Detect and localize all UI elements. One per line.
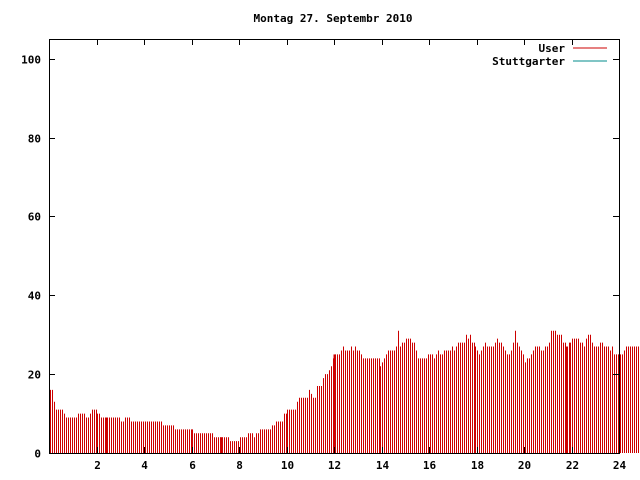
x-tick-label-6: 14: [376, 459, 390, 472]
x-tick-label-9: 20: [518, 459, 531, 472]
legend: User Stuttgarter: [492, 42, 607, 68]
x-tick-label-7: 16: [423, 459, 437, 472]
legend-label-user: User: [539, 42, 566, 55]
x-tick-label-2: 6: [189, 459, 196, 472]
y-tick-label-1: 20: [28, 369, 41, 382]
x-tick-label-10: 22: [566, 459, 579, 472]
x-tick-label-11: 24: [613, 459, 627, 472]
y-tick-label-0: 0: [34, 448, 41, 461]
x-tick-label-4: 10: [281, 459, 294, 472]
y-tick-label-5: 100: [21, 54, 41, 67]
x-tick-label-8: 18: [471, 459, 484, 472]
y-tick-label-4: 80: [28, 133, 41, 146]
x-tick-label-3: 8: [236, 459, 243, 472]
x-tick-label-5: 12: [328, 459, 341, 472]
legend-label-stuttgarter: Stuttgarter: [492, 55, 565, 68]
y-tick-label-3: 60: [28, 211, 41, 224]
chart-title: Montag 27. Septembr 2010: [254, 12, 413, 25]
y-tick-label-2: 40: [28, 290, 41, 303]
x-tick-label-0: 2: [94, 459, 101, 472]
x-tick-label-1: 4: [141, 459, 148, 472]
plot-bars: [50, 330, 639, 453]
